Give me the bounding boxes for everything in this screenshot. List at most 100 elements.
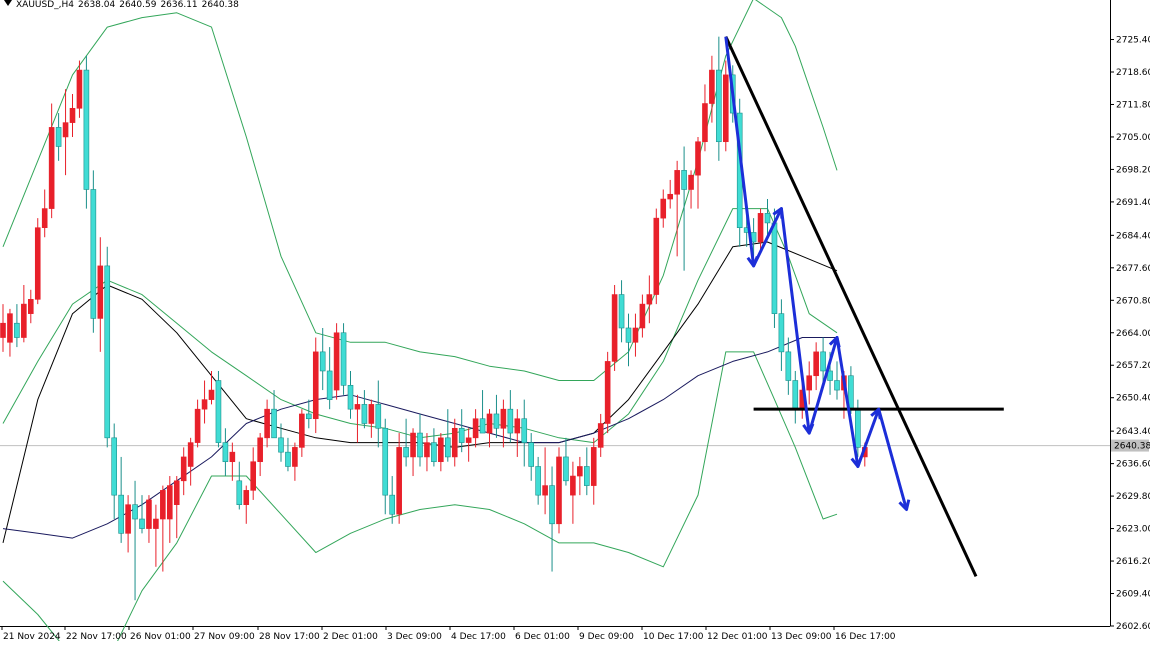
candle-body	[160, 490, 166, 520]
candle-body	[577, 466, 583, 477]
candle-body	[139, 518, 145, 529]
candle-body	[55, 127, 62, 147]
x-tick-label: 6 Dec 01:00	[515, 632, 570, 641]
candle-body	[583, 466, 590, 486]
candle-body	[653, 217, 660, 295]
low-value: 2636.11	[160, 0, 198, 10]
candle-body	[21, 303, 27, 338]
candle-body	[292, 447, 298, 467]
projected-wave-path	[724, 36, 908, 510]
close-value: 2640.38	[201, 0, 239, 10]
candle-body	[424, 442, 430, 458]
candle-body	[347, 384, 354, 410]
candle-body	[222, 442, 229, 463]
candle-body	[410, 432, 416, 458]
downtrend-line	[724, 36, 978, 577]
candle-body	[674, 170, 680, 195]
candle-body	[375, 404, 382, 429]
candle-body	[417, 432, 423, 458]
candle-body	[625, 327, 632, 343]
candle-body	[396, 447, 402, 515]
candle-body	[173, 480, 180, 505]
candle-body	[646, 294, 653, 305]
candle-body	[201, 399, 208, 410]
y-tick-label: 2684.40	[1116, 231, 1150, 241]
candle-body	[62, 122, 69, 138]
candle-body	[472, 418, 479, 439]
y-tick-label: 2643.40	[1116, 427, 1150, 437]
candle-body	[458, 427, 465, 443]
y-tick-label: 2718.60	[1116, 68, 1150, 78]
candle-body	[834, 380, 840, 391]
candle-body	[167, 485, 173, 520]
candle-body	[333, 332, 340, 391]
bollinger-upper-band	[2, 0, 838, 381]
candle-body	[278, 437, 284, 453]
wave-arrowhead	[802, 423, 815, 435]
candle-body	[243, 490, 250, 505]
candle-body	[611, 294, 618, 362]
candle-body	[486, 413, 493, 434]
y-tick-label: 2629.80	[1116, 492, 1150, 502]
candle-body	[14, 322, 20, 338]
candle-body	[604, 361, 611, 424]
x-tick-label: 2 Dec 01:00	[323, 632, 378, 641]
candle-body	[695, 141, 701, 176]
candle-body	[340, 332, 347, 386]
candle-body	[590, 447, 597, 486]
candle-body	[76, 69, 83, 109]
symbol-label: XAUUSD_,H4	[16, 0, 74, 10]
y-tick-label: 2657.20	[1116, 361, 1150, 371]
candle-body	[299, 413, 305, 448]
candle-body	[479, 418, 486, 434]
y-tick-label: 2670.80	[1116, 296, 1150, 306]
x-tick-label: 28 Nov 17:00	[259, 632, 320, 641]
candle-body	[264, 408, 270, 439]
candle-body	[431, 442, 437, 463]
symbol-menu-icon[interactable]	[4, 0, 12, 6]
y-tick-label: 2609.40	[1116, 590, 1150, 600]
candle-body	[632, 327, 639, 343]
candle-body	[597, 423, 604, 448]
candle-body	[764, 213, 771, 224]
candle-body	[194, 408, 201, 443]
candle-body	[319, 351, 326, 372]
candle-body	[757, 213, 764, 243]
candle-body	[709, 69, 715, 104]
bollinger-lower-band	[2, 351, 838, 645]
candle-body	[368, 404, 375, 424]
candle-body	[146, 499, 152, 529]
wave-arrowhead	[746, 256, 759, 268]
candle-body	[438, 437, 444, 463]
candle-body	[500, 408, 507, 429]
candle-body	[792, 380, 799, 410]
candle-body	[48, 127, 55, 209]
candle-body	[382, 427, 389, 496]
wave-arrowhead	[898, 499, 911, 511]
candle-body	[83, 69, 90, 190]
candle-body	[27, 299, 34, 314]
candle-body	[97, 265, 104, 319]
candle-body	[236, 480, 243, 505]
candle-body	[208, 389, 215, 400]
candle-body	[855, 408, 861, 448]
candle-body	[180, 456, 187, 482]
candle-body	[785, 351, 792, 381]
wave-arrowhead	[850, 456, 863, 468]
candle-body	[153, 518, 159, 529]
candle-body	[0, 322, 6, 338]
x-tick-label: 3 Dec 09:00	[387, 632, 442, 641]
y-tick-label: 2691.40	[1116, 198, 1150, 208]
wave-arrowhead	[772, 207, 784, 219]
candle-body	[681, 170, 687, 190]
candle-body	[667, 193, 674, 200]
x-tick-label: 10 Dec 17:00	[643, 632, 704, 641]
candle-body	[187, 442, 194, 467]
candle-body	[444, 437, 451, 458]
candle-body	[827, 370, 833, 381]
bollinger-middle-band	[2, 208, 838, 444]
wave-arrowhead	[870, 407, 882, 420]
high-value: 2640.59	[119, 0, 157, 10]
